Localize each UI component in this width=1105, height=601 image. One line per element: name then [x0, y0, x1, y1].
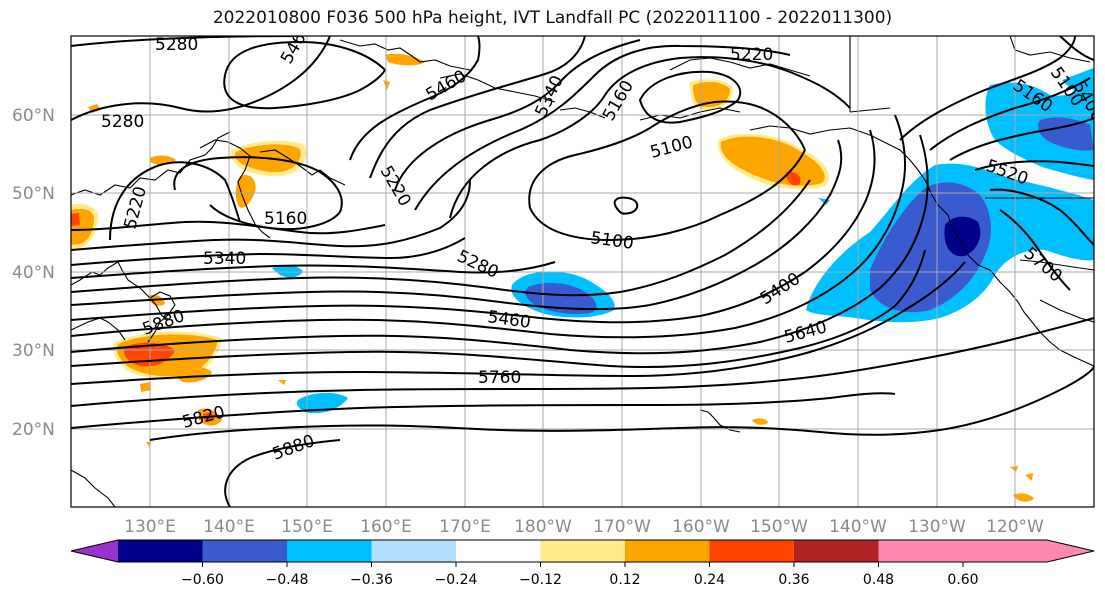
colorbar-tick-label: 0.48	[863, 572, 894, 588]
colorbar-segment	[118, 540, 203, 562]
colorbar-segment	[456, 540, 541, 562]
height-contours	[71, 36, 1094, 507]
contour-label: 5220	[730, 45, 773, 65]
lon-label: 120°W	[986, 517, 1044, 537]
lon-label: 140°W	[829, 517, 887, 537]
colorbar-segment	[540, 540, 625, 562]
colorbar-segment	[709, 540, 794, 562]
colorbar-segment	[878, 540, 963, 562]
colorbar-segment	[625, 540, 710, 562]
lat-label: 60°N	[12, 106, 55, 126]
colorbar-tick-label: −0.12	[519, 572, 562, 588]
contour-label: 5280	[155, 35, 198, 55]
colorbar-segment	[202, 540, 287, 562]
colorbar-segment	[371, 540, 456, 562]
colorbar-tick-label: −0.24	[435, 572, 478, 588]
lat-label: 20°N	[12, 420, 55, 440]
colorbar-segment	[287, 540, 372, 562]
contour-label: 5160	[264, 209, 307, 229]
map-title: 2022010800 F036 500 hPa height, IVT Land…	[212, 8, 893, 28]
positive-anomaly-shading	[71, 53, 1034, 502]
lon-label: 160°W	[672, 517, 730, 537]
lon-label: 160°E	[360, 517, 412, 537]
colorbar-tick-label: −0.60	[181, 572, 224, 588]
longitude-labels: 130°E 140°E 150°E 160°E 170°E 180°W 170°…	[124, 517, 1044, 537]
colorbar-segment	[794, 540, 879, 562]
lon-label: 170°E	[439, 517, 491, 537]
lon-label: 140°E	[203, 517, 255, 537]
lon-label: 180°W	[514, 517, 572, 537]
colorbar: −0.60 −0.48 −0.36 −0.24 −0.12 0.12 0.24 …	[70, 539, 1095, 588]
colorbar-tick-label: 0.12	[609, 572, 640, 588]
colorbar-tick-label: 0.24	[694, 572, 725, 588]
lat-label: 30°N	[12, 341, 55, 361]
lon-label: 170°W	[593, 517, 651, 537]
contour-label: 5760	[478, 368, 521, 388]
lon-label: 130°W	[908, 517, 966, 537]
lon-label: 150°W	[750, 517, 808, 537]
lat-label: 50°N	[12, 184, 55, 204]
colorbar-tick-label: −0.48	[266, 572, 309, 588]
colorbar-extend-right	[963, 540, 1094, 562]
colorbar-tick-label: 0.60	[947, 572, 978, 588]
map-frame	[70, 35, 1095, 508]
colorbar-tick-label: −0.36	[350, 572, 393, 588]
contour-label: 5340	[203, 249, 246, 269]
colorbar-extend-left	[71, 540, 118, 562]
colorbar-tick-label: 0.36	[778, 572, 809, 588]
contour-label: 5280	[101, 112, 144, 132]
lon-label: 150°E	[281, 517, 333, 537]
lon-label: 130°E	[124, 517, 176, 537]
latitude-labels: 60°N 50°N 40°N 30°N 20°N	[12, 106, 55, 440]
lat-label: 40°N	[12, 263, 55, 283]
